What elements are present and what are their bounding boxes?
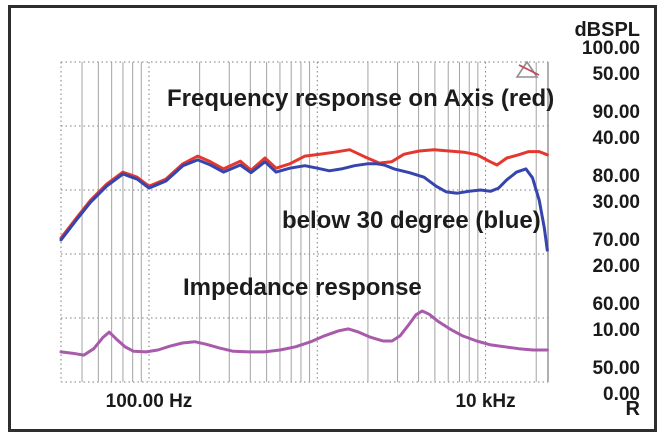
- y-tick-r: 50.00: [592, 64, 640, 85]
- y-tick-r: 10.00: [592, 320, 640, 341]
- x-tick-frequency: 100.00 Hz: [105, 391, 193, 412]
- right-axis-title-dbspl: dBSPL: [574, 19, 640, 41]
- delta-cursor-icon: [515, 60, 540, 78]
- y-tick-r: 0.00: [603, 384, 640, 405]
- y-tick-r: 20.00: [592, 256, 640, 277]
- annotation-on-axis: Frequency response on Axis (red): [167, 85, 555, 112]
- y-tick-dbspl: 80.00: [592, 166, 640, 187]
- y-tick-dbspl: 50.00: [592, 358, 640, 379]
- off-axis-30deg-response-curve: [59, 158, 549, 252]
- y-tick-r: 40.00: [592, 128, 640, 149]
- annotation-impedance: Impedance response: [183, 274, 422, 301]
- impedance-response-curve: [59, 309, 549, 357]
- annotation-off-axis: below 30 degree (blue): [282, 207, 541, 234]
- y-tick-dbspl: 70.00: [592, 230, 640, 251]
- y-tick-dbspl: 100.00: [581, 38, 640, 59]
- y-tick-r: 30.00: [592, 192, 640, 213]
- right-axis-label-r: R: [625, 398, 640, 420]
- x-tick-frequency: 10 kHz: [455, 391, 516, 412]
- y-tick-dbspl: 90.00: [592, 102, 640, 123]
- chart-border-frame: [8, 5, 657, 432]
- y-tick-dbspl: 60.00: [592, 294, 640, 315]
- on-axis-response-curve: [59, 148, 549, 240]
